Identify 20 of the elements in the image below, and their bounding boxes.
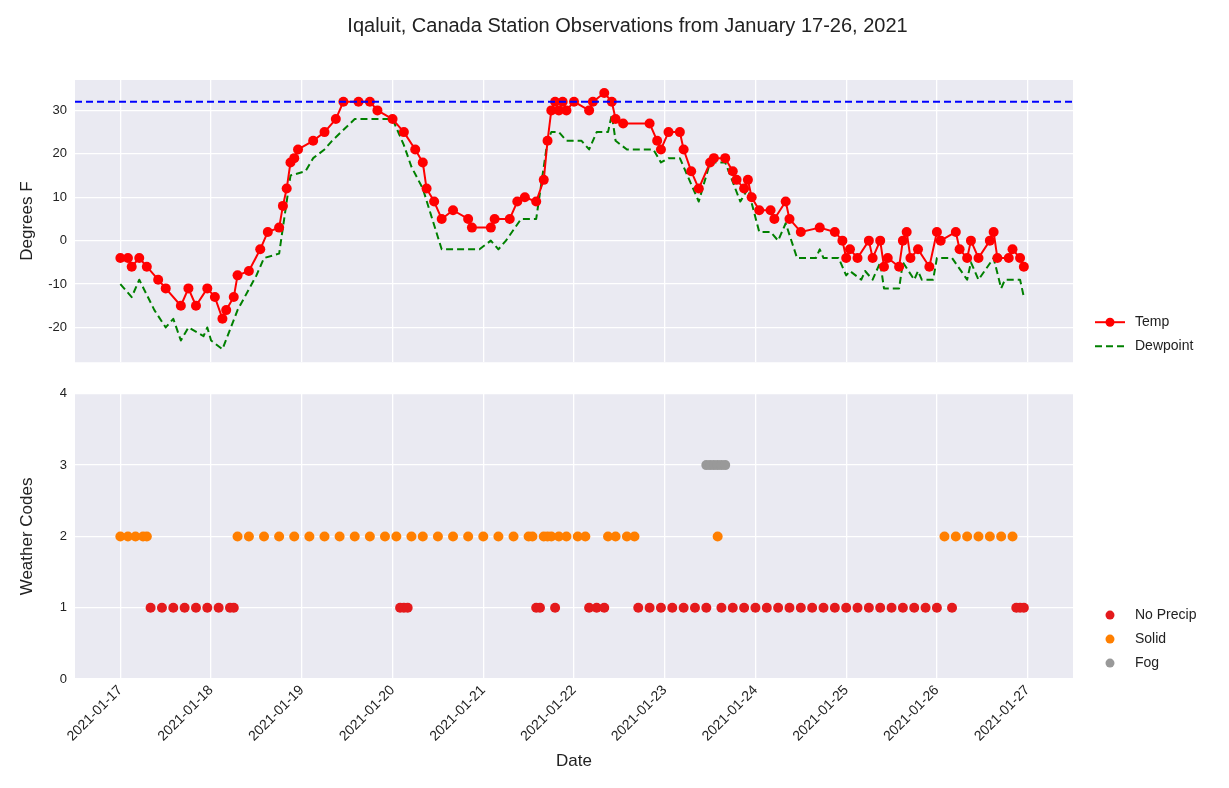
y-tick-label: 30 <box>52 101 67 117</box>
y-tick-label: 2 <box>59 528 67 544</box>
y-axis-title: Degrees F <box>16 181 36 261</box>
y-axis-title: Weather Codes <box>16 477 36 596</box>
y-tick-label: 1 <box>59 599 67 615</box>
y-tick-label: 10 <box>52 188 67 204</box>
y-tick-label: 20 <box>52 145 67 161</box>
legend-label: Fog <box>1135 653 1160 670</box>
y-tick-label: -10 <box>48 275 67 291</box>
x-axis-title: Date <box>556 751 592 771</box>
y-tick-label: 0 <box>59 232 67 248</box>
legend-label: Dewpoint <box>1135 337 1194 354</box>
y-tick-label: 4 <box>59 385 67 401</box>
legend-label: Solid <box>1135 629 1167 646</box>
legend-label: Temp <box>1135 313 1170 330</box>
legend-label: No Precip <box>1135 605 1197 622</box>
chart-title: Iqaluit, Canada Station Observations from January 17-26, 2021 <box>346 13 909 38</box>
y-tick-label: 3 <box>59 456 67 472</box>
y-tick-label: -20 <box>48 319 67 335</box>
y-tick-label: 0 <box>59 670 67 686</box>
